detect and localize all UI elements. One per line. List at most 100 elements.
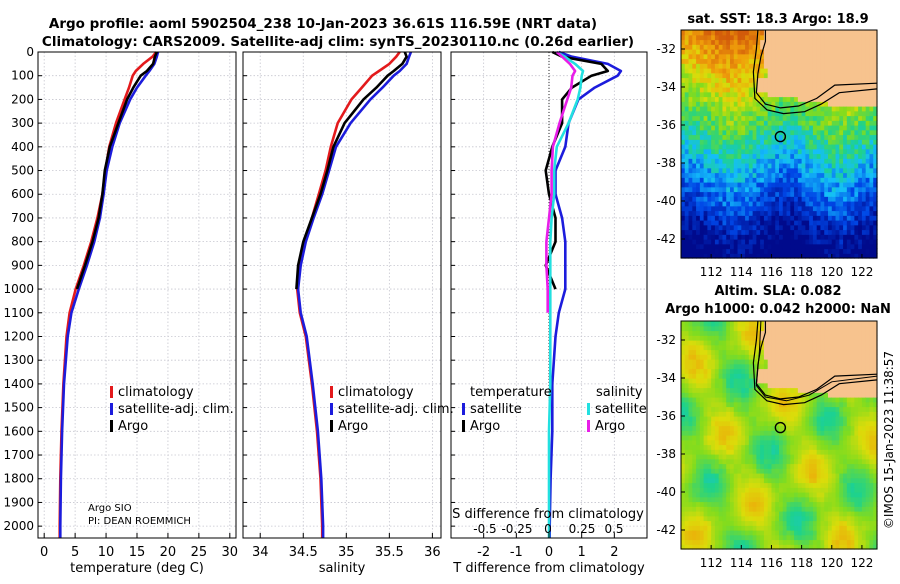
legend-swatch-argo (330, 420, 333, 432)
x-tick-label: 20 (160, 545, 177, 560)
map-y-tick-label: -34 (656, 371, 676, 385)
map-y-tick-label: -38 (656, 156, 676, 170)
y-tick-label: 2000 (3, 519, 34, 533)
y-tick-label: 1300 (3, 353, 34, 367)
x-axis-label: salinity (319, 561, 366, 576)
y-tick-label: 1600 (3, 424, 34, 438)
map-x-tick-label: 114 (730, 265, 753, 279)
map-x-tick-label: 122 (850, 556, 873, 570)
y-tick-label: 1500 (3, 401, 34, 415)
map-y-tick-label: -42 (656, 523, 676, 537)
y-tick-label: 1700 (3, 448, 34, 462)
legend-label-argo: Argo (118, 419, 148, 434)
legend-swatch-s-argo (587, 420, 590, 432)
x-tick-label: 0 (545, 545, 553, 560)
y-tick-label: 200 (11, 92, 34, 106)
y-tick-label: 0 (26, 45, 34, 59)
x-tick-label: 10 (98, 545, 115, 560)
y-tick-label: 500 (11, 164, 34, 178)
sst-map-title: sat. SST: 18.3 Argo: 18.9 (687, 12, 868, 27)
map-cells (681, 321, 878, 550)
x-axis-label: T difference from climatology (452, 561, 645, 576)
legend-label-climatology: climatology (118, 385, 194, 400)
series-line-s-satellite (549, 52, 583, 538)
s-tick-label: 0.5 (604, 522, 623, 536)
y-tick-label: 1200 (3, 329, 34, 343)
s-tick-label: -0.5 (473, 522, 496, 536)
s-tick-label: 0.25 (569, 522, 596, 536)
plot-frame (243, 52, 441, 538)
legend-label-t-argo: Argo (470, 419, 500, 434)
legend-swatch-climatology (110, 386, 113, 398)
x-tick-label: 34 (252, 545, 269, 560)
y-tick-label: 1400 (3, 377, 34, 391)
legend-label-s-argo: Argo (595, 419, 625, 434)
x-tick-label: 25 (191, 545, 208, 560)
map-x-tick-label: 116 (760, 265, 783, 279)
x-tick-label: 34.5 (289, 545, 318, 560)
y-tick-label: 800 (11, 235, 34, 249)
sla-map-title: Altim. SLA: 0.082 (715, 284, 842, 299)
y-tick-label: 1000 (3, 282, 34, 296)
map-x-tick-label: 118 (790, 556, 813, 570)
y-tick-label: 100 (11, 69, 34, 83)
x-tick-label: 5 (71, 545, 79, 560)
x-tick-label: -1 (510, 545, 523, 560)
map-y-tick-label: -36 (656, 118, 676, 132)
figure-title-line1: Argo profile: aoml 5902504_238 10-Jan-20… (49, 16, 597, 32)
salinity-panel: 34 34.5 35 35.5 36 salinity (243, 52, 441, 576)
x-tick-label: 1 (578, 545, 586, 560)
legend-title-temperature: temperature (470, 385, 552, 400)
x-tick-label: 0 (40, 545, 48, 560)
pi-credit: PI: DEAN ROEMMICH (88, 516, 191, 527)
y-tick-label: 900 (11, 258, 34, 272)
legend-swatch-climatology (330, 386, 333, 398)
map-y-tick-label: -42 (656, 232, 676, 246)
map-x-tick-label: 114 (730, 556, 753, 570)
salinity-legend: climatology satellite-adj. clim. Argo (330, 385, 454, 434)
map-x-tick-label: 122 (850, 265, 873, 279)
y-tick-label: 300 (11, 116, 34, 130)
x-tick-label: 35.5 (375, 545, 404, 560)
map-y-tick-label: -38 (656, 447, 676, 461)
map-x-tick-label: 120 (820, 556, 843, 570)
legend-label-s-satellite: satellite (595, 402, 647, 417)
x-tick-label: 36 (424, 545, 441, 560)
legend-swatch-s-satellite (587, 403, 590, 415)
y-tick-label: 600 (11, 187, 34, 201)
legend-swatch-argo (110, 420, 113, 432)
sla-map-subtitle: Argo h1000: 0.042 h2000: NaN (665, 302, 891, 317)
x-tick-label: 35 (338, 545, 355, 560)
map-y-tick-label: -32 (656, 42, 676, 56)
legend-label-satellite: satellite-adj. clim. (338, 402, 454, 417)
legend-swatch-t-argo (462, 420, 465, 432)
map-y-tick-label: -34 (656, 80, 676, 94)
map-y-tick-label: -40 (656, 485, 676, 499)
series-line-climatology (60, 52, 157, 538)
map-x-tick-label: 118 (790, 265, 813, 279)
legend-label-satellite: satellite-adj. clim. (118, 402, 234, 417)
legend-label-t-satellite: satellite (470, 402, 522, 417)
y-tick-label: 1100 (3, 306, 34, 320)
map-x-tick-label: 112 (700, 556, 723, 570)
figure-title-line2: Climatology: CARS2009. Satellite-adj cli… (42, 34, 634, 50)
y-tick-label: 400 (11, 140, 34, 154)
map-y-tick-label: -32 (656, 333, 676, 347)
series-line-argo (77, 52, 157, 289)
sla-map-panel: 112 114 116 118 120 122 -32 -34 -36 -38 -40 -42 (656, 321, 877, 570)
y-tick-label: 1900 (3, 495, 34, 509)
s-difference-label: S difference from climatology (452, 507, 644, 522)
x-tick-label: -2 (477, 545, 490, 560)
y-tick-label: 700 (11, 211, 34, 225)
x-axis-label: temperature (deg C) (70, 561, 204, 576)
legend-swatch-satellite (110, 403, 113, 415)
map-cells (681, 30, 878, 259)
map-y-tick-label: -36 (656, 409, 676, 423)
map-x-tick-label: 112 (700, 265, 723, 279)
legend-label-climatology: climatology (338, 385, 414, 400)
map-x-tick-label: 116 (760, 556, 783, 570)
